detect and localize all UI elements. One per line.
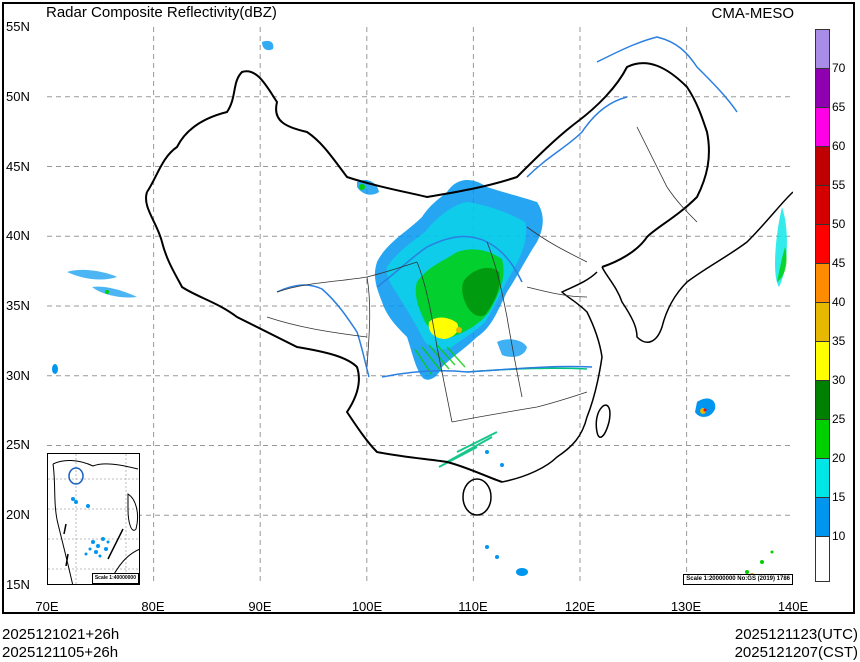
coastline	[462, 191, 793, 516]
colorbar-swatch	[815, 263, 830, 303]
lon-label: 120E	[564, 599, 596, 614]
colorbar-label: 60	[832, 139, 846, 153]
country-borders	[145, 62, 710, 483]
colorbar-swatch	[815, 536, 830, 582]
valid-time-cst: 2025121207(CST)	[734, 644, 858, 661]
colorbar-swatch	[815, 458, 830, 498]
lat-label: 45N	[6, 159, 30, 174]
colorbar-label: 35	[832, 334, 846, 348]
colorbar-label: 65	[832, 100, 846, 114]
inset-map	[48, 454, 139, 584]
lat-label: 55N	[6, 19, 30, 34]
radar-map[interactable]: Scale 1:20000000 No:GS (2019) 1786	[47, 27, 793, 585]
radar-echoes	[52, 40, 787, 577]
colorbar-label: 25	[832, 412, 846, 426]
colorbar-swatch	[815, 107, 830, 147]
colorbar-swatch	[815, 185, 830, 225]
lon-label: 140E	[777, 599, 809, 614]
colorbar-swatch	[815, 419, 830, 459]
model-name: CMA-MESO	[711, 5, 795, 22]
inset-scale-label: Scale 1:40000000	[91, 573, 139, 584]
init-time-utc: 2025121021+26h	[2, 626, 120, 643]
colorbar-swatch	[815, 224, 830, 264]
south-china-sea-inset: Scale 1:40000000	[47, 453, 140, 585]
province-borders	[266, 126, 698, 423]
colorbar-label: 30	[832, 373, 846, 387]
lat-label: 35N	[6, 298, 30, 313]
valid-time-utc: 2025121123(UTC)	[734, 626, 858, 643]
colorbar-swatch	[815, 68, 830, 108]
rivers	[276, 36, 738, 378]
colorbar-label: 50	[832, 217, 846, 231]
colorbar-label: 40	[832, 295, 846, 309]
colorbar-label: 15	[832, 490, 846, 504]
init-time-cst: 2025121105+26h	[2, 644, 119, 661]
lat-label: 50N	[6, 89, 30, 104]
colorbar-swatch	[815, 380, 830, 420]
main-scale-label: Scale 1:20000000 No:GS (2019) 1786	[683, 574, 793, 585]
lat-label: 25N	[6, 437, 30, 452]
map-canvas	[47, 27, 793, 585]
lon-label: 70E	[35, 599, 59, 614]
lon-label: 100E	[351, 599, 383, 614]
colorbar-swatch	[815, 29, 830, 69]
lat-label: 15N	[6, 577, 30, 592]
lat-label: 30N	[6, 368, 30, 383]
colorbar-swatch	[815, 302, 830, 342]
colorbar-label: 20	[832, 451, 846, 465]
colorbar-label: 10	[832, 529, 846, 543]
lon-label: 90E	[248, 599, 272, 614]
lon-label: 80E	[141, 599, 165, 614]
lat-label: 20N	[6, 507, 30, 522]
colorbar-label: 70	[832, 61, 846, 75]
colorbar-swatch	[815, 146, 830, 186]
colorbar-label: 45	[832, 256, 846, 270]
lon-label: 110E	[458, 599, 488, 614]
plot-frame	[2, 2, 855, 614]
lat-label: 40N	[6, 228, 30, 243]
chart-title: Radar Composite Reflectivity(dBZ)	[46, 4, 277, 21]
colorbar-label: 55	[832, 178, 846, 192]
colorbar-swatch	[815, 341, 830, 381]
colorbar-swatch	[815, 497, 830, 537]
lon-label: 130E	[670, 599, 702, 614]
